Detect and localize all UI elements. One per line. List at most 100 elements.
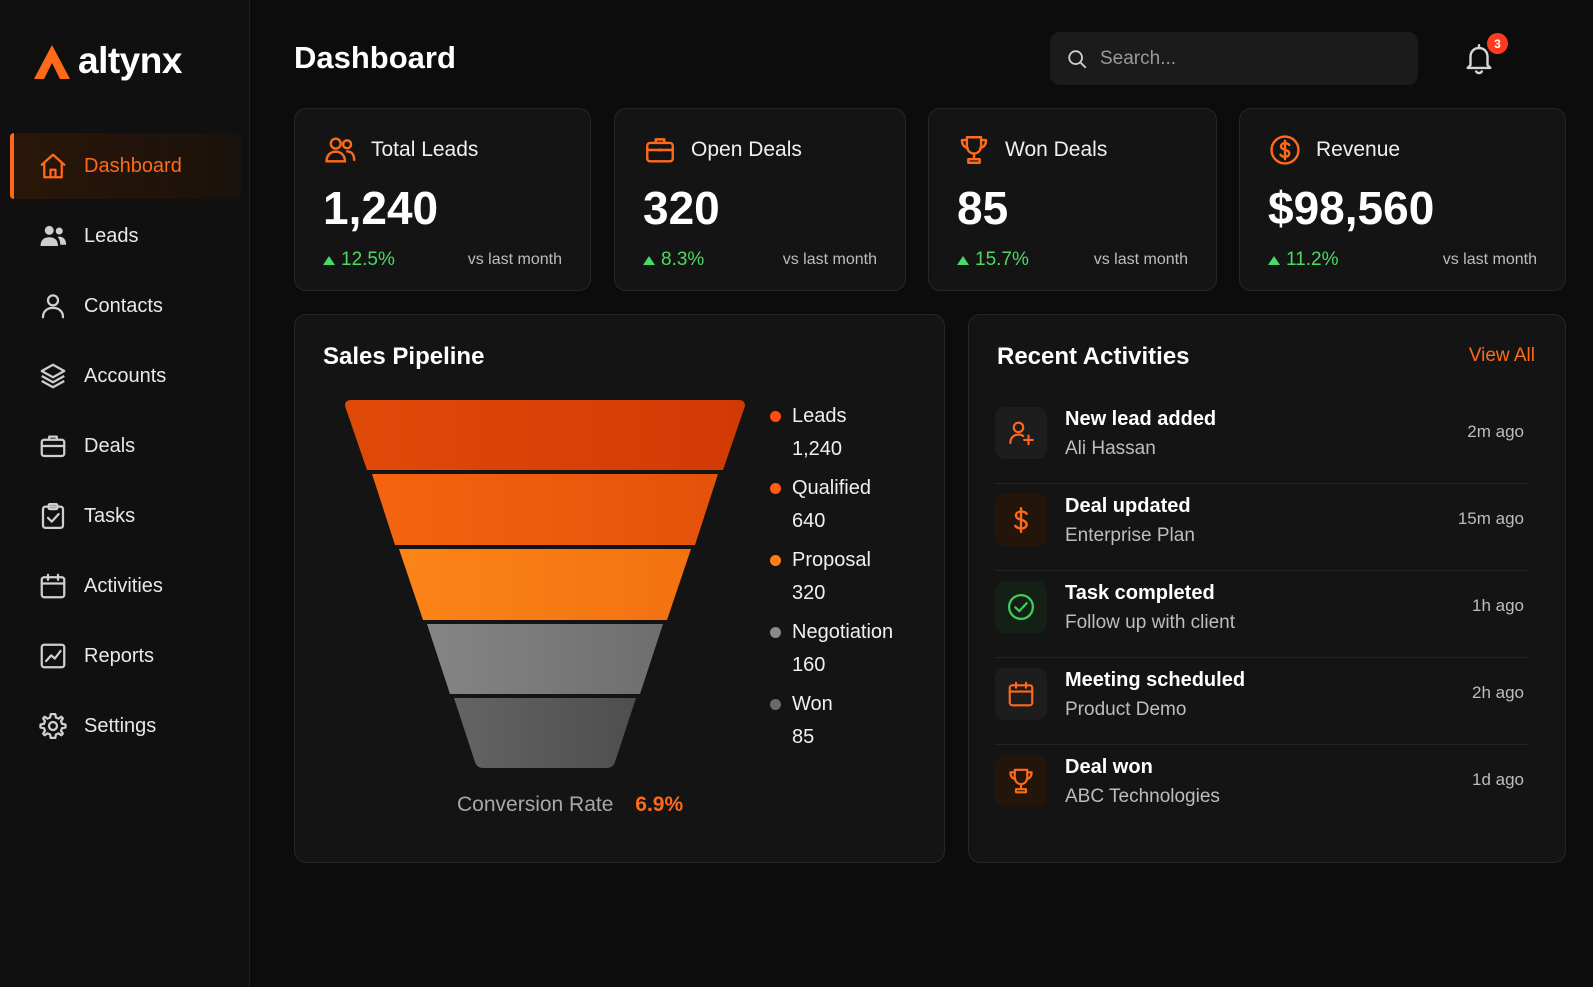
legend-value: 320 xyxy=(792,582,826,604)
sidebar-item-label: Deals xyxy=(84,434,136,457)
recent-activities-panel: Recent Activities View All New lead adde… xyxy=(968,314,1566,863)
sales-pipeline-panel: Sales Pipeline Leads 1,240 Qualified 640… xyxy=(294,314,945,863)
trend-up-icon xyxy=(1268,255,1280,265)
activity-item[interactable]: New lead added Ali Hassan 2m ago xyxy=(995,397,1528,484)
sidebar-item-label: Leads xyxy=(84,224,139,247)
app-logo[interactable]: altynx xyxy=(32,38,182,84)
activity-icon-box xyxy=(995,581,1047,633)
stat-card-won-deals: Won Deals 85 15.7% vs last month xyxy=(928,108,1217,291)
activity-time: 1h ago xyxy=(1472,596,1524,615)
clipboard-check-icon xyxy=(41,503,65,529)
activity-time: 2m ago xyxy=(1467,422,1524,441)
activity-subtitle: Ali Hassan xyxy=(1065,438,1156,459)
check-circle-icon xyxy=(1008,594,1034,620)
activity-subtitle: Enterprise Plan xyxy=(1065,525,1195,546)
sidebar-item-deals[interactable]: Deals xyxy=(10,413,242,479)
sidebar-item-accounts[interactable]: Accounts xyxy=(10,343,242,409)
layers-icon xyxy=(40,363,66,389)
conversion-rate: Conversion Rate 6.9% xyxy=(457,793,683,817)
legend-value: 640 xyxy=(792,510,826,532)
activity-subtitle: Product Demo xyxy=(1065,699,1187,720)
sidebar: altynx Dashboard Leads Contacts Accounts… xyxy=(0,0,250,987)
users-icon xyxy=(325,137,356,163)
legend-item-proposal: Proposal 320 xyxy=(770,547,893,606)
stat-label: Total Leads xyxy=(371,138,479,161)
activity-title: Meeting scheduled xyxy=(1065,669,1246,691)
gear-icon xyxy=(39,713,67,739)
panel-title: Sales Pipeline xyxy=(323,343,485,370)
activity-subtitle: ABC Technologies xyxy=(1065,786,1220,807)
user-icon xyxy=(41,294,65,319)
legend-name: Negotiation xyxy=(792,621,894,643)
legend-value: 160 xyxy=(792,654,826,676)
legend-name: Proposal xyxy=(792,549,871,571)
legend-name: Leads xyxy=(792,405,847,427)
pipeline-funnel xyxy=(345,400,745,768)
activity-time: 1d ago xyxy=(1472,770,1524,789)
funnel-stage-won[interactable] xyxy=(454,698,636,768)
legend-value: 1,240 xyxy=(792,438,843,460)
activity-icon-box xyxy=(995,755,1047,807)
sidebar-item-label: Settings xyxy=(84,714,157,737)
stat-label: Open Deals xyxy=(691,138,802,161)
activity-title: New lead added xyxy=(1065,408,1217,430)
activity-item[interactable]: Meeting scheduled Product Demo 2h ago xyxy=(995,658,1528,745)
conversion-rate-label: Conversion Rate xyxy=(457,793,614,816)
funnel-stage-qualified[interactable] xyxy=(372,474,718,545)
panel-title: Recent Activities xyxy=(997,343,1190,370)
sidebar-item-tasks[interactable]: Tasks xyxy=(10,483,242,549)
sidebar-item-reports[interactable]: Reports xyxy=(10,623,242,689)
view-all-link[interactable]: View All xyxy=(1468,345,1535,366)
stat-label: Won Deals xyxy=(1005,138,1108,161)
pipeline-legend: Leads 1,240 Qualified 640 Proposal 320 N… xyxy=(770,403,893,763)
sidebar-item-label: Contacts xyxy=(84,294,163,317)
sidebar-item-label: Dashboard xyxy=(84,154,182,177)
activity-item[interactable]: Deal won ABC Technologies 1d ago xyxy=(995,745,1528,832)
stat-comparison: vs last month xyxy=(1093,251,1188,268)
briefcase-icon xyxy=(40,435,66,458)
legend-name: Won xyxy=(792,693,833,715)
app-name: altynx xyxy=(78,40,182,81)
stat-card-total-leads: Total Leads 1,240 12.5% vs last month xyxy=(294,108,591,291)
stat-label: Revenue xyxy=(1316,138,1401,161)
stat-card-open-deals: Open Deals 320 8.3% vs last month xyxy=(614,108,906,291)
funnel-stage-leads[interactable] xyxy=(345,400,745,470)
stat-change-value: 8.3% xyxy=(661,249,705,270)
activity-item[interactable]: Deal updated Enterprise Plan 15m ago xyxy=(995,484,1528,571)
sidebar-item-contacts[interactable]: Contacts xyxy=(10,273,242,339)
activity-icon-box xyxy=(995,494,1047,546)
sidebar-item-dashboard[interactable]: Dashboard xyxy=(10,133,242,199)
legend-dot xyxy=(770,411,781,422)
activity-icon-box xyxy=(995,407,1047,459)
activity-title: Task completed xyxy=(1065,582,1215,604)
stat-change: 11.2% xyxy=(1268,249,1338,271)
stat-comparison: vs last month xyxy=(467,251,562,268)
search-input[interactable] xyxy=(1100,47,1400,70)
bell-icon[interactable] xyxy=(1462,40,1496,76)
sidebar-item-label: Accounts xyxy=(84,364,167,387)
legend-value: 85 xyxy=(792,726,815,748)
sidebar-item-activities[interactable]: Activities xyxy=(10,553,242,619)
funnel-stage-proposal[interactable] xyxy=(399,549,691,620)
trophy-icon xyxy=(1009,768,1033,794)
stat-value: 320 xyxy=(643,182,720,234)
activity-item[interactable]: Task completed Follow up with client 1h … xyxy=(995,571,1528,658)
stat-change-value: 11.2% xyxy=(1286,249,1339,270)
funnel-stage-negotiation[interactable] xyxy=(427,624,663,694)
sidebar-item-leads[interactable]: Leads xyxy=(10,203,242,269)
trophy-icon xyxy=(960,136,988,164)
stat-card-revenue: Revenue $98,560 11.2% vs last month xyxy=(1239,108,1566,291)
user-plus-icon xyxy=(1009,421,1034,446)
sidebar-item-label: Reports xyxy=(84,644,155,667)
legend-item-qualified: Qualified 640 xyxy=(770,475,893,534)
legend-dot xyxy=(770,555,781,566)
sidebar-item-settings[interactable]: Settings xyxy=(10,693,242,759)
trend-up-icon xyxy=(643,255,655,265)
legend-name: Qualified xyxy=(792,477,871,499)
activity-time: 2h ago xyxy=(1472,683,1524,702)
legend-dot xyxy=(770,483,781,494)
search-box[interactable] xyxy=(1050,32,1418,85)
chart-line-icon xyxy=(40,643,66,669)
legend-item-won: Won 85 xyxy=(770,691,893,750)
calendar-icon xyxy=(1008,681,1034,707)
